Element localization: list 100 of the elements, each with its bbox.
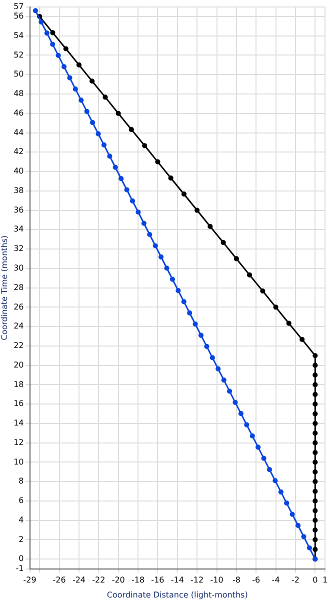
point: [168, 175, 174, 181]
x-tick-label: -22: [92, 576, 106, 585]
point: [312, 537, 318, 542]
y-tick-label: -1: [16, 564, 24, 573]
x-tick-label: -18: [131, 576, 145, 585]
x-tick-label: -26: [52, 576, 66, 585]
point: [90, 78, 95, 84]
point: [256, 444, 261, 450]
point: [312, 527, 318, 533]
x-tick-label: -12: [190, 576, 204, 585]
y-tick-label: 26: [14, 302, 24, 312]
point: [286, 320, 292, 326]
point: [170, 276, 176, 282]
point: [312, 440, 318, 446]
x-tick-label: -24: [72, 576, 86, 585]
point: [112, 164, 118, 170]
point: [130, 198, 136, 204]
y-tick-label: 18: [14, 380, 24, 389]
point: [187, 310, 192, 316]
point: [102, 94, 108, 100]
y-tick-label: 10: [14, 457, 24, 466]
x-tick-label: 0: [312, 576, 318, 585]
y-axis-title: Coordinate Time (months): [0, 235, 9, 340]
point: [312, 411, 318, 416]
y-tick-label: 2: [18, 534, 24, 544]
point: [72, 86, 78, 92]
point: [290, 512, 295, 517]
point: [260, 288, 266, 294]
point: [78, 98, 84, 103]
y-tick-label: 57: [14, 2, 24, 11]
point: [141, 220, 146, 226]
point: [312, 479, 318, 484]
point: [312, 392, 318, 397]
point: [226, 388, 232, 394]
point: [261, 456, 266, 461]
point: [216, 366, 221, 372]
y-tick-label: 36: [14, 205, 24, 214]
point: [220, 240, 226, 246]
point: [38, 19, 44, 24]
point: [210, 355, 215, 360]
point: [32, 8, 38, 14]
y-tick-label: 52: [14, 50, 24, 60]
point: [312, 488, 318, 494]
point: [116, 110, 121, 116]
point: [312, 420, 318, 426]
x-axis-title: Coordinate Distance (light-months): [106, 590, 248, 600]
y-tick-label: 14: [14, 418, 24, 428]
point: [142, 143, 148, 148]
y-tick-label: 12: [14, 438, 24, 447]
point: [101, 142, 107, 148]
y-tick-label: 56: [14, 12, 24, 21]
point: [306, 545, 312, 550]
point: [221, 377, 226, 383]
point: [84, 108, 90, 114]
y-tick-label: 38: [14, 186, 24, 195]
point: [147, 232, 152, 238]
point: [90, 120, 96, 126]
point: [164, 266, 170, 271]
y-tick-label: 48: [14, 89, 24, 98]
point: [312, 402, 318, 407]
point: [124, 187, 130, 192]
point: [107, 154, 112, 159]
point: [176, 288, 181, 294]
y-tick-label: 22: [14, 341, 24, 350]
x-tick-label: -2: [291, 576, 300, 585]
x-tick-label: -6: [252, 576, 260, 585]
point: [266, 467, 272, 472]
x-tick-label: 1: [322, 576, 328, 585]
point: [155, 159, 160, 164]
point: [192, 321, 198, 327]
y-tick-label: 32: [14, 244, 24, 254]
y-tick-label: 28: [14, 282, 24, 292]
y-tick-label: 42: [14, 147, 24, 156]
point: [246, 272, 252, 278]
y-tick-label: 8: [18, 476, 24, 486]
point: [204, 344, 210, 349]
point: [238, 411, 244, 416]
point: [208, 224, 213, 230]
y-tick-label: 50: [14, 70, 24, 79]
point: [152, 243, 158, 248]
point: [312, 430, 318, 436]
y-tick-label: 46: [14, 108, 24, 118]
point: [244, 422, 250, 428]
point: [234, 256, 239, 262]
point: [63, 46, 68, 52]
point: [312, 508, 318, 514]
point: [128, 127, 134, 132]
point: [136, 210, 141, 215]
point: [312, 362, 318, 368]
x-tick-label: -10: [210, 576, 224, 585]
point: [232, 400, 238, 405]
point: [76, 62, 82, 68]
point: [312, 353, 318, 358]
point: [312, 546, 318, 552]
y-tick-label: 24: [14, 322, 24, 331]
point: [273, 304, 278, 310]
point: [158, 254, 164, 260]
point: [67, 75, 72, 80]
point: [312, 518, 318, 523]
point: [50, 42, 56, 47]
